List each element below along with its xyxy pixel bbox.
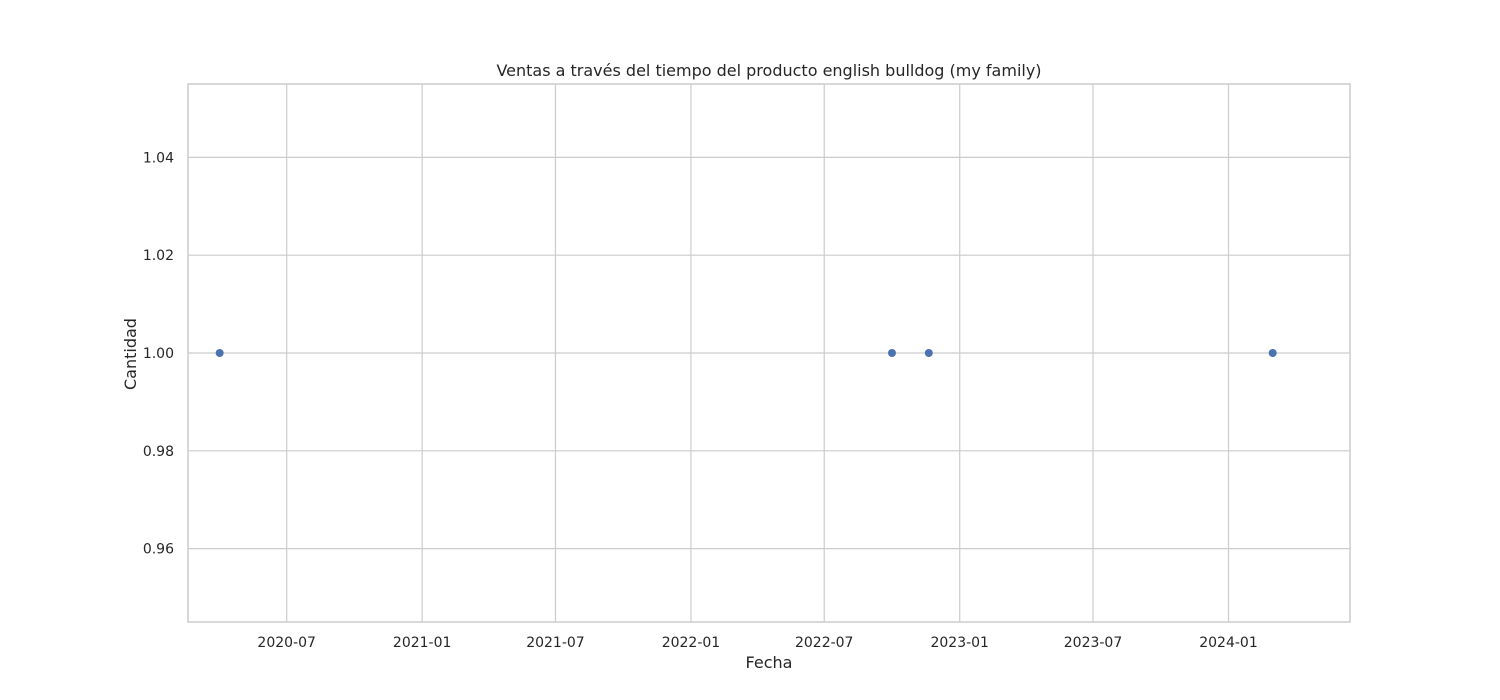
x-tick-label: 2024-01 xyxy=(1199,635,1258,651)
data-point xyxy=(887,349,896,357)
y-tick-label: 0.98 xyxy=(143,444,174,460)
data-points xyxy=(215,349,1277,357)
chart-title: Ventas a través del tiempo del producto … xyxy=(496,61,1041,80)
data-point xyxy=(1268,349,1277,357)
y-tick-label: 1.00 xyxy=(143,346,174,362)
x-tick-label: 2022-07 xyxy=(795,635,854,651)
x-tick-label: 2023-01 xyxy=(930,635,989,651)
y-tick-label: 1.04 xyxy=(143,150,174,166)
data-point xyxy=(215,349,224,357)
x-tick-label: 2021-01 xyxy=(393,635,452,651)
x-tick-label: 2020-07 xyxy=(257,635,316,651)
grid xyxy=(188,84,1350,622)
x-tick-labels: 2020-07 2021-01 2021-07 2022-01 2022-07 2023-… xyxy=(257,635,1257,651)
x-tick-label: 2021-07 xyxy=(526,635,585,651)
plot-area xyxy=(187,83,1351,623)
y-tick-label: 0.96 xyxy=(143,542,174,558)
x-tick-label: 2023-07 xyxy=(1064,635,1123,651)
y-tick-labels: 0.96 0.98 1.00 1.02 1.04 xyxy=(143,150,174,557)
data-point xyxy=(924,349,933,357)
y-axis-label: Cantidad xyxy=(121,318,140,390)
x-axis-label: Fecha xyxy=(746,653,793,672)
y-tick-label: 1.02 xyxy=(143,248,174,264)
x-tick-label: 2022-01 xyxy=(662,635,721,651)
